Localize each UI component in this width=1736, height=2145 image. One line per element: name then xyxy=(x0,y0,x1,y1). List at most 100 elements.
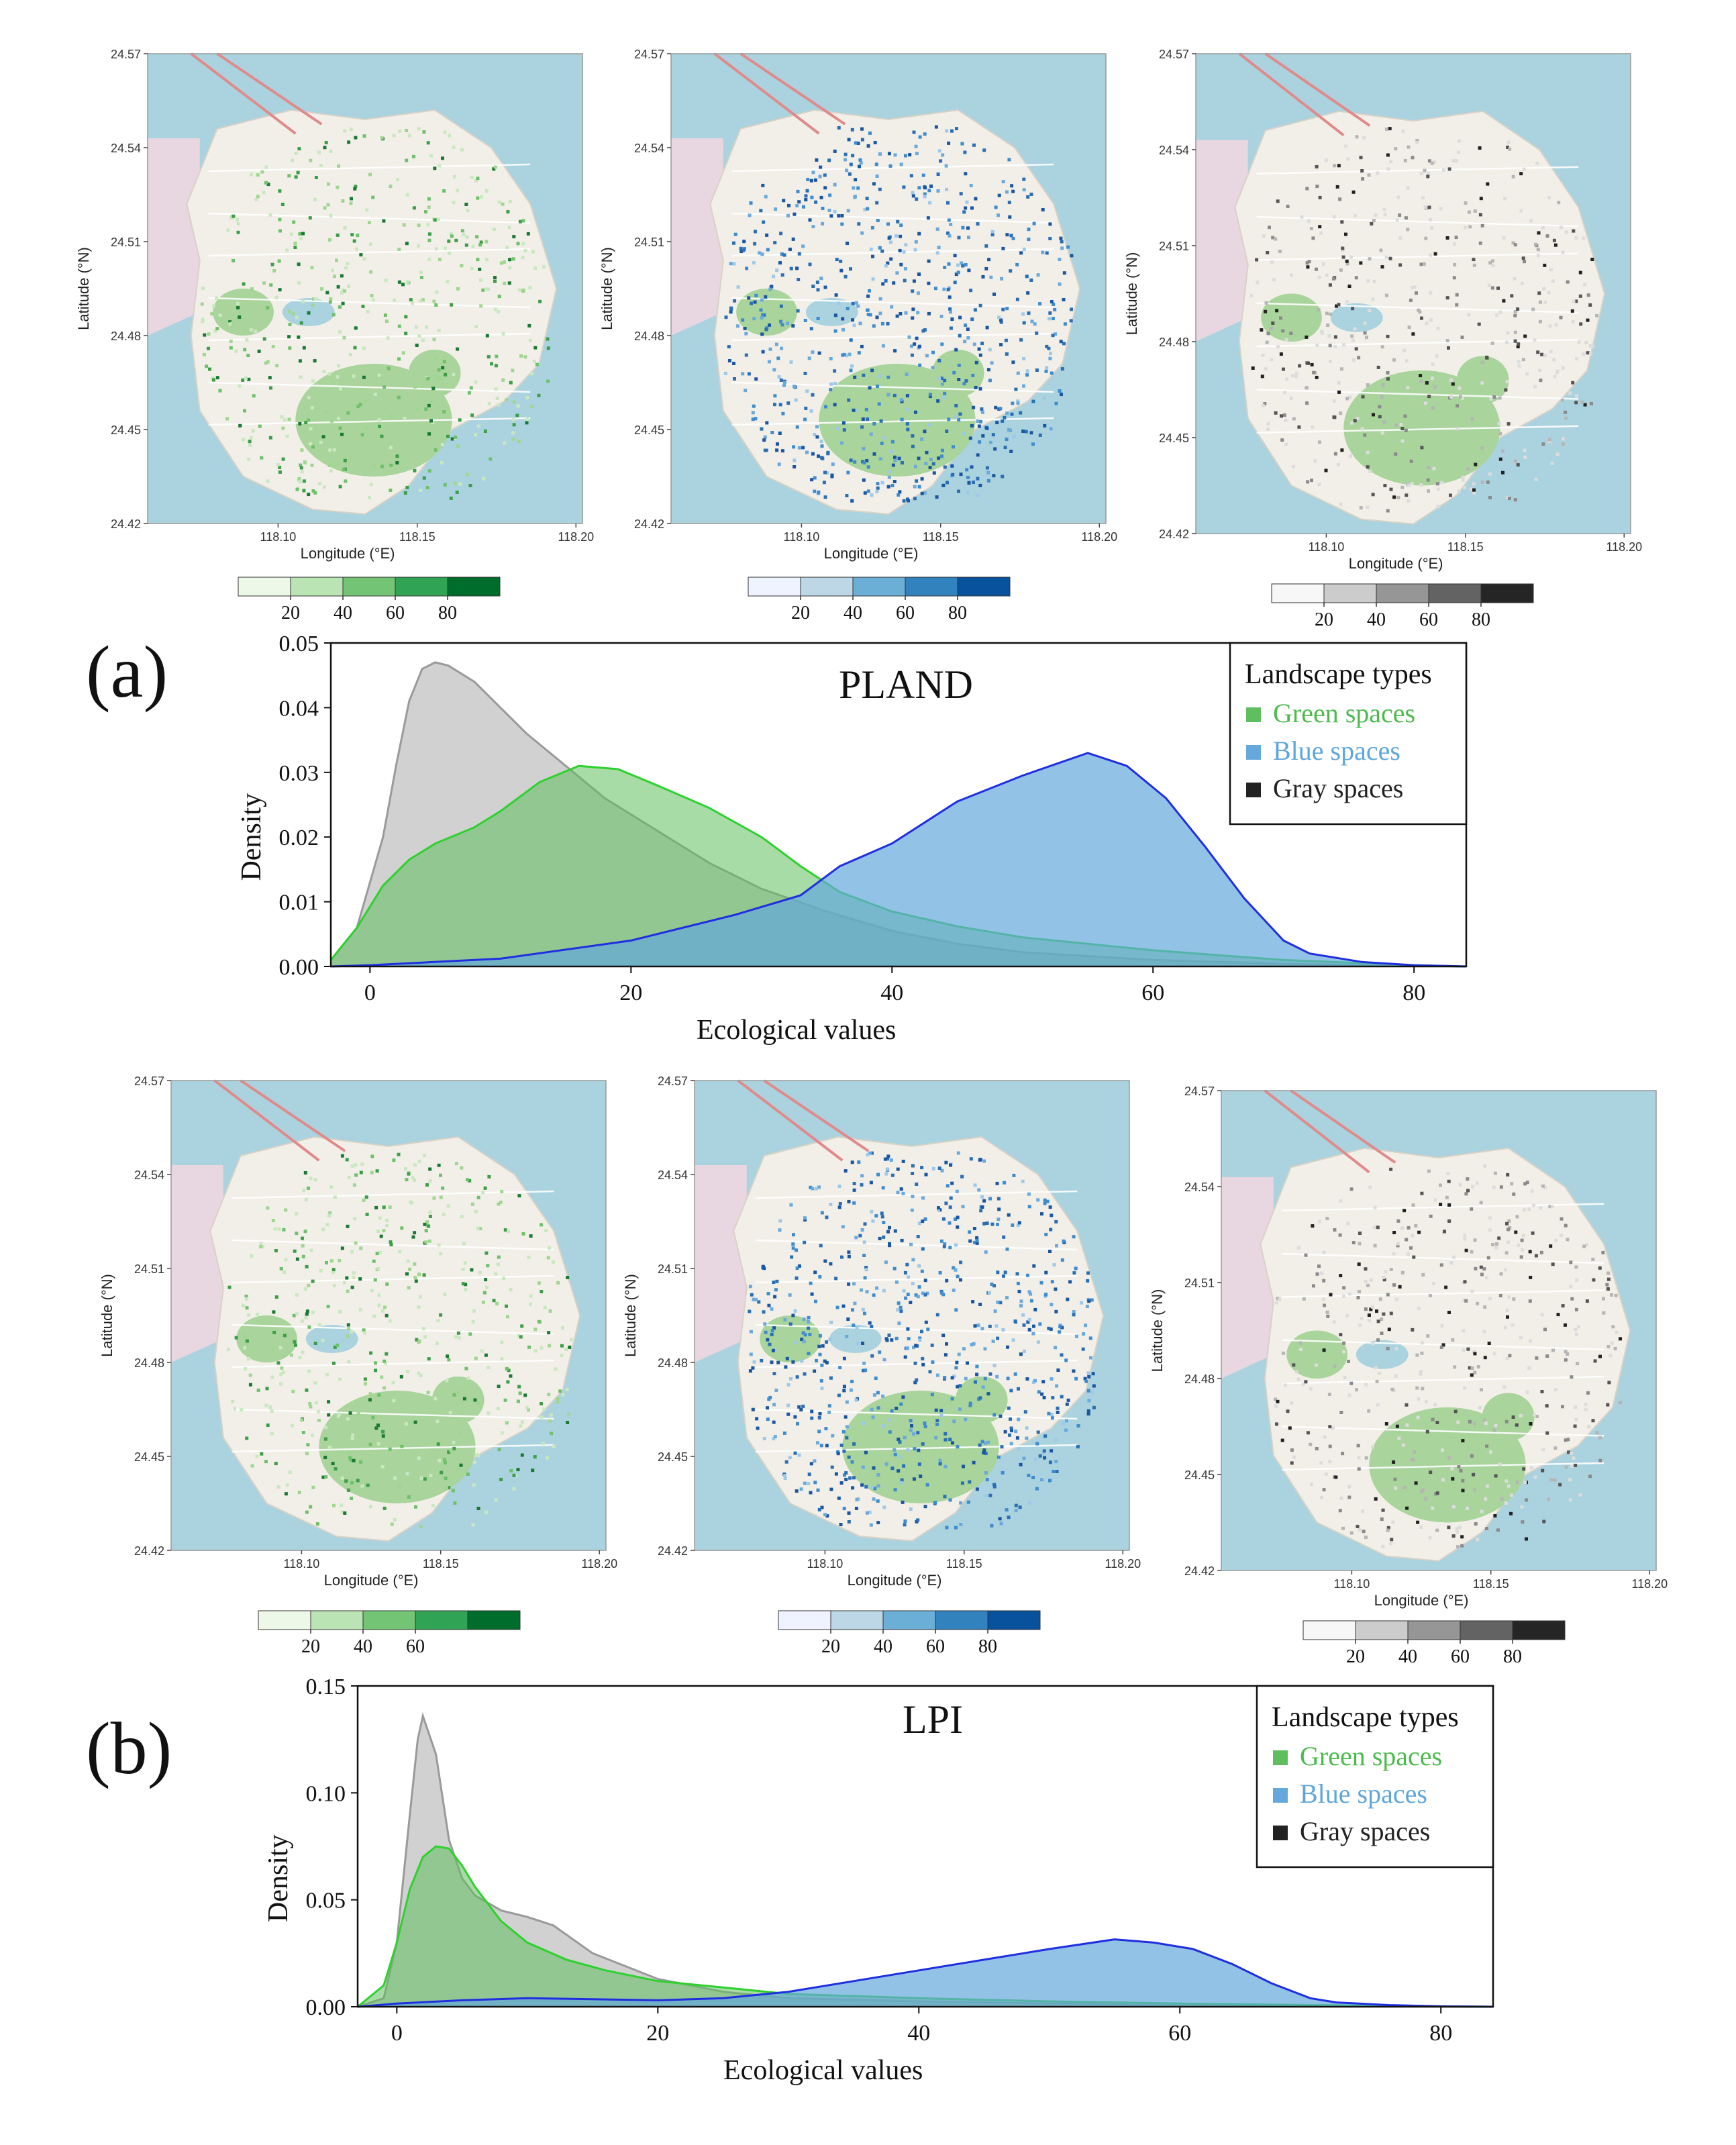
map-value-dot xyxy=(234,349,238,353)
map-value-dot xyxy=(882,1358,886,1362)
map-y-tick-label: 24.48 xyxy=(634,330,664,343)
map-value-dot xyxy=(987,258,991,262)
map-value-dot xyxy=(1315,343,1319,347)
map-value-dot xyxy=(991,1339,995,1343)
map-value-dot xyxy=(886,1154,890,1158)
map-value-dot xyxy=(256,173,260,177)
map-value-dot xyxy=(464,1366,468,1370)
map-value-dot xyxy=(1315,185,1319,189)
map-value-dot xyxy=(436,217,440,221)
map-value-dot xyxy=(1016,371,1020,375)
map-value-dot xyxy=(784,1365,788,1369)
map-value-dot xyxy=(992,1483,997,1487)
map-value-dot xyxy=(818,1275,822,1279)
map-value-dot xyxy=(1370,1305,1374,1309)
map-value-dot xyxy=(437,328,441,332)
map-value-dot xyxy=(766,1417,770,1421)
map-value-dot xyxy=(887,1418,891,1422)
map-value-dot xyxy=(472,1483,476,1487)
map-value-dot xyxy=(1368,1319,1372,1323)
map-value-dot xyxy=(873,1487,877,1491)
map-lake xyxy=(1356,1340,1409,1369)
map-value-dot xyxy=(945,187,949,191)
map-value-dot xyxy=(1007,1213,1011,1217)
map-value-dot xyxy=(1480,360,1484,364)
map-value-dot xyxy=(762,1266,766,1270)
map-value-dot xyxy=(907,335,911,339)
map-value-dot xyxy=(974,197,978,201)
map-value-dot xyxy=(943,1464,948,1468)
map-value-dot xyxy=(939,377,943,381)
map-value-dot xyxy=(1053,307,1057,311)
map-value-dot xyxy=(1373,1205,1377,1209)
map-value-dot xyxy=(1367,173,1371,177)
map-value-dot xyxy=(1007,1515,1011,1519)
map-value-dot xyxy=(358,1277,362,1281)
map-value-dot xyxy=(1460,336,1464,339)
map-value-dot xyxy=(1050,1280,1054,1284)
map-value-dot xyxy=(474,179,478,183)
map-value-dot xyxy=(811,393,815,397)
map-value-dot xyxy=(847,1254,851,1258)
map-value-dot xyxy=(852,408,856,412)
map-value-dot xyxy=(1066,1297,1070,1301)
map-value-dot xyxy=(917,186,921,190)
map-value-dot xyxy=(1025,373,1029,377)
map-value-dot xyxy=(509,1374,513,1378)
map-value-dot xyxy=(465,472,469,477)
map-road xyxy=(232,1324,554,1336)
map-value-dot xyxy=(368,495,371,499)
map-value-dot xyxy=(926,1328,930,1332)
map-value-dot xyxy=(393,1518,397,1522)
map-value-dot xyxy=(230,321,234,325)
map-value-dot xyxy=(937,377,941,381)
map-value-dot xyxy=(218,313,222,317)
map-value-dot xyxy=(1517,360,1521,364)
map-value-dot xyxy=(346,1224,350,1228)
map-value-dot xyxy=(932,471,936,475)
map-value-dot xyxy=(1574,1417,1578,1421)
map-value-dot xyxy=(329,469,333,473)
map-value-dot xyxy=(1515,1215,1519,1219)
map-value-dot xyxy=(528,338,532,342)
map-value-dot xyxy=(996,1300,1000,1304)
map-value-dot xyxy=(1405,1506,1409,1510)
map-value-dot xyxy=(1424,1497,1427,1501)
map-value-dot xyxy=(338,305,342,309)
map-value-dot xyxy=(474,433,477,437)
map-value-dot xyxy=(1401,1443,1405,1447)
map-value-dot xyxy=(354,136,358,140)
map-value-dot xyxy=(811,285,815,288)
map-value-dot xyxy=(903,1436,907,1440)
map-value-dot xyxy=(205,364,209,368)
map-value-dot xyxy=(842,1449,846,1453)
map-value-dot xyxy=(470,1202,474,1206)
map-value-dot xyxy=(502,260,506,264)
map-value-dot xyxy=(899,234,903,238)
map-value-dot xyxy=(860,425,864,429)
map-value-dot xyxy=(1344,144,1348,148)
map-value-dot xyxy=(1482,1418,1486,1422)
map-value-dot xyxy=(1493,1171,1497,1175)
map-value-dot xyxy=(1550,1205,1554,1209)
map-value-dot xyxy=(422,1273,426,1277)
map-value-dot xyxy=(962,382,966,386)
map-value-dot xyxy=(1547,196,1551,200)
map-value-dot xyxy=(970,423,974,428)
map-value-dot xyxy=(236,221,240,226)
map-value-dot xyxy=(1337,303,1341,307)
map-value-dot xyxy=(970,317,974,321)
map-value-dot xyxy=(431,1503,435,1507)
map-y-tick-label: 24.45 xyxy=(111,423,141,437)
map-y-tick-label: 24.51 xyxy=(1159,240,1189,253)
map-value-dot xyxy=(400,1444,404,1448)
map-value-dot xyxy=(1315,164,1319,168)
map-value-dot xyxy=(732,362,735,365)
map-value-dot xyxy=(1472,1350,1476,1354)
map-value-dot xyxy=(1470,417,1474,421)
map-value-dot xyxy=(1291,464,1295,468)
map-value-dot xyxy=(908,153,912,157)
map-value-dot xyxy=(370,1289,374,1293)
map-value-dot xyxy=(1439,1183,1442,1187)
map-value-dot xyxy=(921,1442,925,1446)
